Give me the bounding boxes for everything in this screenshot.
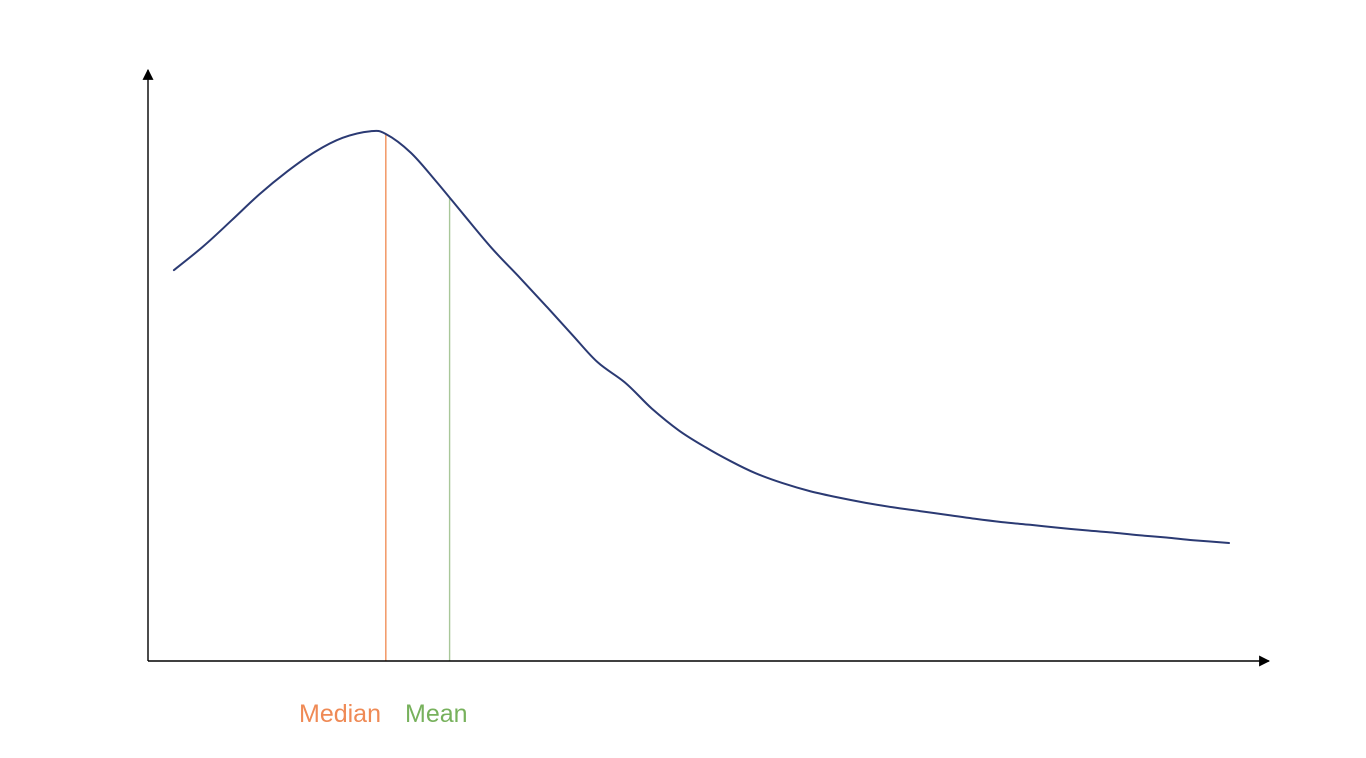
marker-lines: [385, 133, 451, 661]
mean-label: Mean: [405, 700, 468, 728]
marker-labels: Median Mean: [299, 700, 468, 728]
density-curve: [172, 129, 1230, 544]
median-label: Median: [299, 700, 381, 728]
